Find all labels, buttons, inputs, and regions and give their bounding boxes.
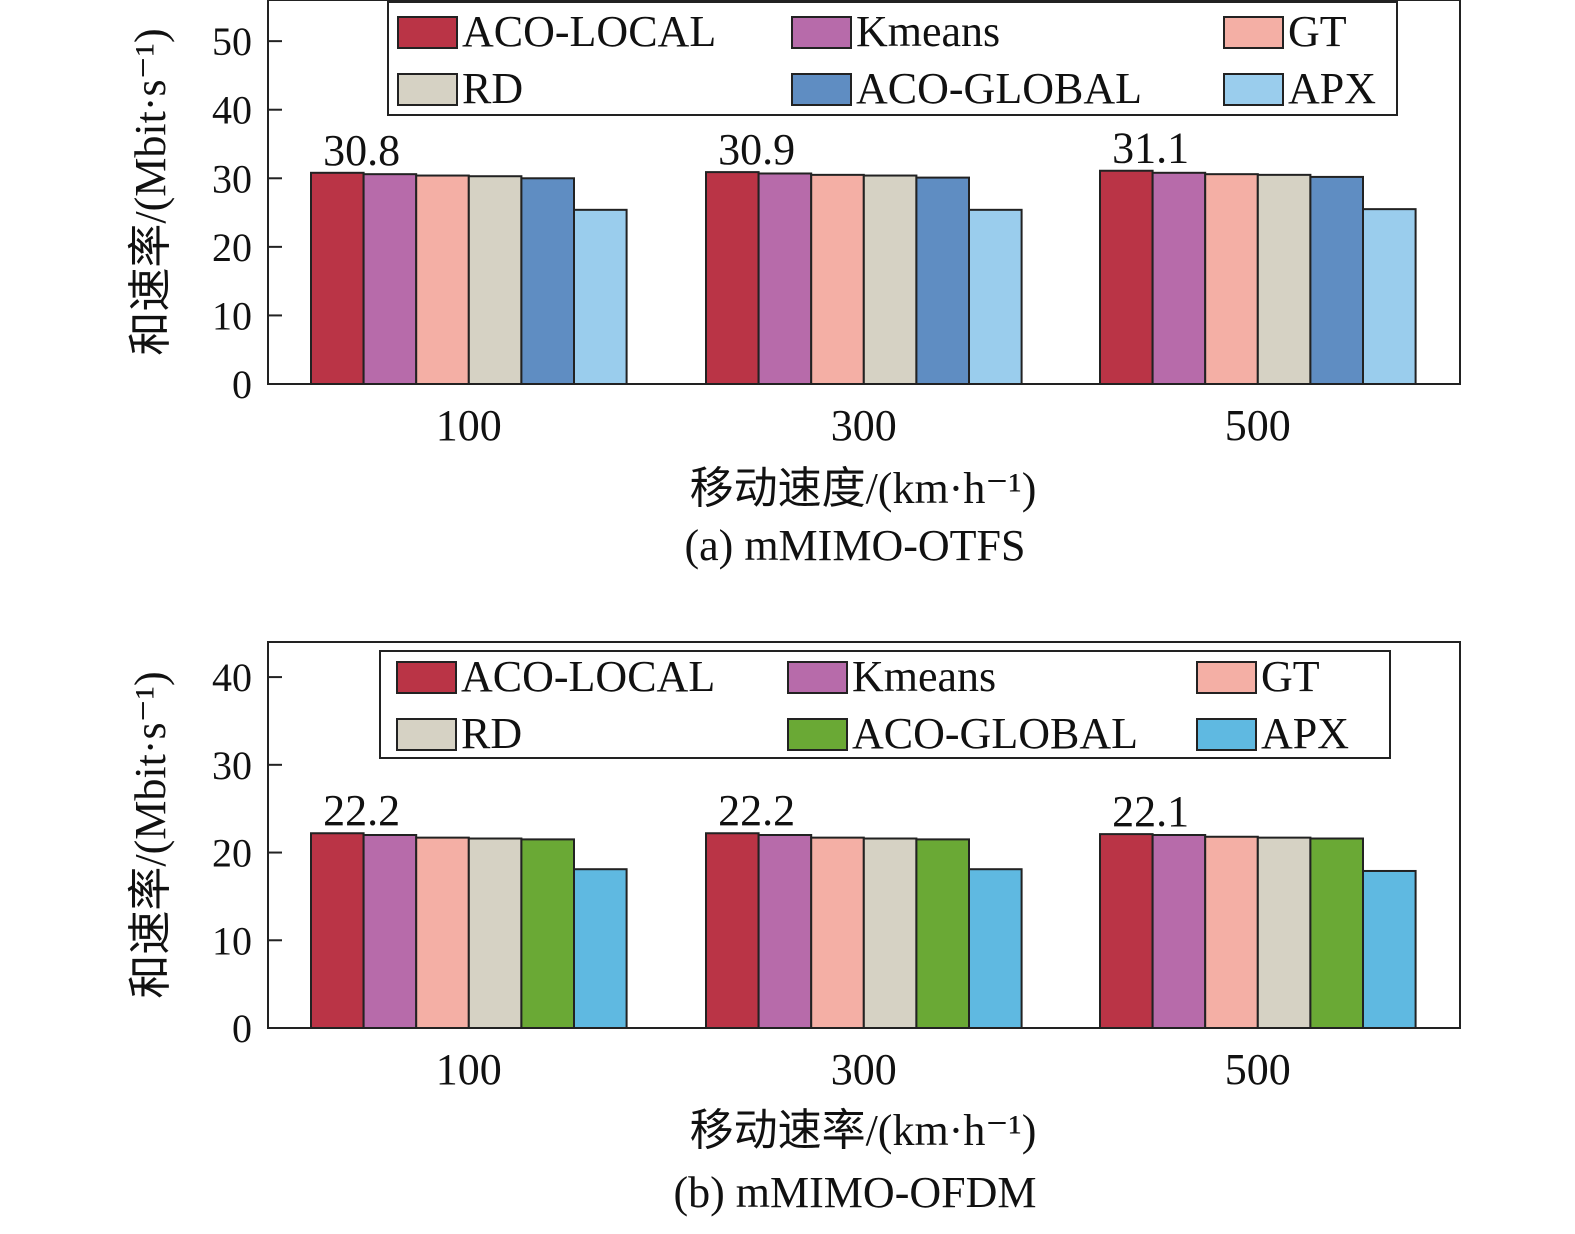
bar-gt-100 <box>415 836 470 1030</box>
x-tick-label: 300 <box>831 401 897 450</box>
y-axis-label: 和速率/(Mbit·s⁻¹) <box>126 671 175 998</box>
data-label: 30.9 <box>718 125 795 174</box>
bar-aco-global-300 <box>915 176 971 385</box>
bar-gt-300 <box>810 836 865 1030</box>
legend-swatch-gt <box>1196 661 1257 694</box>
legend-label-rd: RD <box>462 64 523 113</box>
bar-apx-300 <box>968 208 1023 385</box>
legend-label-aco-local: ACO-LOCAL <box>461 652 715 701</box>
legend-swatch-kmeans <box>791 16 852 49</box>
bar-aco-local-300 <box>705 171 760 385</box>
y-tick-label: 40 <box>212 655 252 700</box>
bar-aco-global-300 <box>915 838 971 1029</box>
bar-aco-local-100 <box>310 832 365 1030</box>
y-tick-label: 50 <box>212 19 252 64</box>
x-axis-label: 移动速度/(km·h⁻¹) <box>690 464 1037 513</box>
bar-aco-local-300 <box>705 832 760 1030</box>
bar-apx-300 <box>968 868 1023 1029</box>
chart-caption: (b) mMIMO-OFDM <box>674 1168 1037 1217</box>
x-tick-label: 500 <box>1225 401 1291 450</box>
x-tick-label: 300 <box>831 1045 897 1094</box>
y-tick-label: 20 <box>212 225 252 270</box>
legend-label-aco-global: ACO-GLOBAL <box>856 64 1142 113</box>
legend-swatch-kmeans <box>787 661 848 694</box>
bar-apx-500 <box>1362 208 1417 385</box>
legend-swatch-apx <box>1196 718 1257 751</box>
x-tick-label: 500 <box>1225 1045 1291 1094</box>
data-label: 22.1 <box>1112 787 1189 836</box>
bar-apx-100 <box>573 208 628 385</box>
legend-swatch-rd <box>396 718 457 751</box>
legend-label-rd: RD <box>461 709 522 758</box>
plot-frame <box>267 641 1461 1029</box>
legend-label-kmeans: Kmeans <box>856 7 1000 56</box>
bar-aco-global-500 <box>1309 175 1365 385</box>
bar-rd-300 <box>862 174 918 385</box>
bar-aco-global-500 <box>1309 837 1365 1029</box>
bar-apx-500 <box>1362 869 1417 1030</box>
y-tick-label: 20 <box>212 831 252 876</box>
legend-swatch-aco-global <box>791 73 852 106</box>
legend-swatch-aco-local <box>396 661 457 694</box>
legend-label-gt: GT <box>1261 652 1320 701</box>
legend-label-apx: APX <box>1261 709 1349 758</box>
legend-label-apx: APX <box>1288 64 1376 113</box>
bar-apx-100 <box>573 868 628 1029</box>
y-tick-label: 30 <box>212 743 252 788</box>
data-label: 30.8 <box>323 126 400 175</box>
bar-kmeans-500 <box>1151 834 1207 1029</box>
bar-gt-100 <box>415 174 470 385</box>
legend-swatch-aco-global <box>787 718 848 751</box>
legend-swatch-apx <box>1223 73 1284 106</box>
legend: ACO-LOCAL Kmeans GT RD ACO-GLOBAL APX <box>387 1 1398 116</box>
legend-label-gt: GT <box>1288 7 1347 56</box>
legend-swatch-gt <box>1223 16 1284 49</box>
chart-b: 0 10 20 30 40 100 300 500 22.2 22.2 22.1 移动速率/(km·h… <box>126 641 1461 1217</box>
y-tick-label: 0 <box>232 1006 252 1051</box>
legend: ACO-LOCAL Kmeans GT RD ACO-GLOBAL APX <box>379 650 1391 759</box>
bar-kmeans-100 <box>362 173 418 385</box>
legend-swatch-aco-local <box>397 16 458 49</box>
legend-swatch-rd <box>397 73 458 106</box>
bar-rd-100 <box>467 175 523 385</box>
x-tick-label: 100 <box>436 1045 502 1094</box>
legend-label-kmeans: Kmeans <box>852 652 996 701</box>
bar-gt-300 <box>810 173 865 385</box>
bar-aco-local-500 <box>1099 169 1154 385</box>
bar-kmeans-100 <box>362 834 418 1029</box>
legend-label-aco-local: ACO-LOCAL <box>462 7 716 56</box>
plot-frame <box>267 0 1461 385</box>
bar-kmeans-300 <box>757 172 813 385</box>
y-axis-label: 和速率/(Mbit·s⁻¹) <box>126 28 175 355</box>
bar-kmeans-500 <box>1151 171 1207 385</box>
y-tick-label: 10 <box>212 918 252 963</box>
y-tick-label: 10 <box>212 293 252 338</box>
y-tick-label: 30 <box>212 156 252 201</box>
bar-gt-500 <box>1204 173 1259 385</box>
bar-rd-500 <box>1256 173 1312 385</box>
chart-caption: (a) mMIMO-OTFS <box>685 521 1026 570</box>
bar-aco-local-100 <box>310 171 365 385</box>
bar-aco-local-500 <box>1099 833 1154 1030</box>
bar-aco-global-100 <box>520 838 576 1029</box>
bar-rd-500 <box>1256 836 1312 1030</box>
bar-rd-300 <box>862 837 918 1029</box>
data-label: 22.2 <box>323 786 400 835</box>
y-tick-label: 0 <box>232 362 252 407</box>
bar-rd-100 <box>467 837 523 1029</box>
data-label: 31.1 <box>1112 124 1189 173</box>
y-tick-label: 40 <box>212 88 252 133</box>
bar-kmeans-300 <box>757 834 813 1029</box>
x-tick-label: 100 <box>436 401 502 450</box>
bar-gt-500 <box>1204 835 1259 1029</box>
chart-a: 0 10 20 30 40 50 100 300 500 30.8 30.9 31.1 移动速度/(km… <box>126 0 1461 570</box>
x-axis-label: 移动速率/(km·h⁻¹) <box>690 1106 1037 1155</box>
data-label: 22.2 <box>718 786 795 835</box>
legend-label-aco-global: ACO-GLOBAL <box>852 709 1138 758</box>
bar-aco-global-100 <box>520 177 576 385</box>
